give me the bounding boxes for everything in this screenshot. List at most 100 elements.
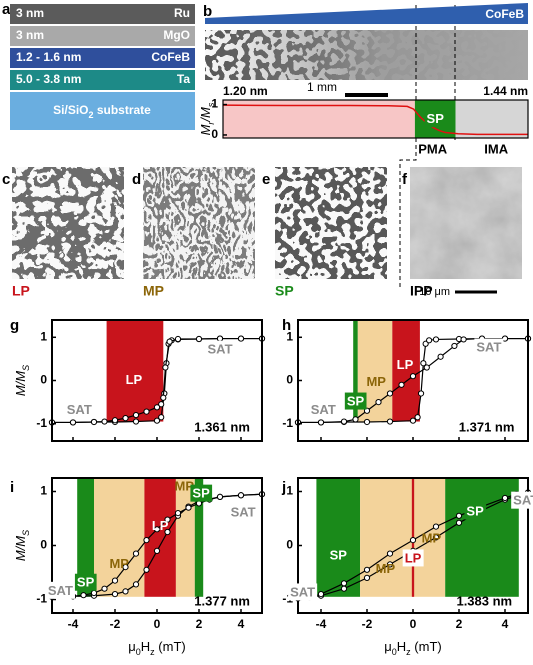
text-part: μ	[128, 639, 136, 654]
image-label: MP	[143, 283, 164, 299]
data-point	[426, 337, 433, 344]
annotation: MP	[422, 530, 442, 545]
data-point	[153, 404, 161, 411]
label: μ0Hz (mT)	[128, 639, 185, 657]
annotation: SP	[347, 394, 365, 409]
layer-material: Ru	[174, 6, 190, 20]
label-background	[205, 340, 235, 358]
subscript: z	[150, 647, 155, 657]
label-background	[190, 484, 213, 502]
data-point	[414, 414, 421, 421]
label: M/MS	[13, 365, 31, 396]
data-point	[153, 417, 161, 424]
text-part: M/M	[13, 536, 28, 561]
annotation: IMA	[484, 141, 508, 156]
data-point	[409, 373, 417, 380]
data-point	[340, 418, 348, 425]
layer	[10, 48, 195, 68]
domain-image	[275, 167, 387, 279]
layer	[10, 70, 195, 90]
layer-material: MgO	[163, 28, 190, 42]
x-tick-label: 0	[410, 617, 417, 631]
y-tick-label: 0	[211, 127, 218, 141]
data-point	[143, 566, 150, 573]
x-tick-label: 2	[456, 617, 463, 631]
annotation: SAT	[48, 583, 73, 598]
label-background	[464, 502, 487, 520]
layer-thickness: 3 nm	[16, 28, 44, 42]
data-point	[317, 591, 325, 598]
region	[94, 479, 145, 597]
data-point	[158, 401, 165, 408]
x-tick-label: 1.44 nm	[483, 84, 528, 98]
data-point	[101, 585, 108, 592]
data-point	[162, 364, 169, 371]
data-point	[437, 353, 444, 360]
annotation: 1.361 nm	[194, 419, 250, 434]
region	[106, 321, 164, 422]
data-point	[166, 338, 173, 345]
annotation: LP	[152, 518, 169, 533]
label-background	[344, 392, 367, 410]
layer-material: Ta	[177, 72, 190, 86]
annotation: MP	[109, 556, 129, 571]
data-point	[432, 534, 440, 541]
label-background	[424, 110, 447, 128]
panel-letter: a	[2, 1, 11, 18]
layer-thickness: 1.2 - 1.6 nm	[16, 50, 81, 64]
data-point	[90, 589, 98, 597]
label: Mr/Ms	[198, 102, 216, 135]
region	[360, 479, 446, 597]
y-tick-label: -1	[36, 592, 47, 606]
data-point	[451, 342, 458, 350]
data-point	[101, 418, 108, 425]
label: μ0Hz (mT)	[384, 639, 441, 657]
layer-thickness: 3 nm	[16, 6, 44, 20]
data-point	[132, 550, 140, 557]
wedge-label: CoFeB	[485, 7, 524, 21]
panel-letter: g	[10, 317, 19, 334]
plot-frame	[222, 99, 529, 139]
panel-letter: f	[402, 171, 408, 188]
wedge	[205, 3, 528, 24]
panel-letter: h	[282, 317, 291, 334]
text-part: /M	[198, 107, 213, 123]
layer	[10, 26, 195, 46]
strip-image	[205, 30, 528, 80]
data-point	[501, 494, 509, 502]
text-part: M	[198, 124, 213, 135]
data-point	[111, 591, 119, 598]
data-point	[409, 417, 417, 424]
panel-letter: c	[2, 171, 10, 188]
data-point	[432, 523, 440, 530]
annotation: SAT	[207, 342, 232, 357]
annotation: SAT	[231, 505, 256, 520]
label-background	[402, 549, 424, 567]
region	[353, 321, 358, 422]
y-tick-label: 1	[286, 329, 293, 343]
data-point	[237, 492, 245, 499]
annotation: SAT	[67, 402, 92, 417]
substrate	[10, 92, 195, 130]
subscript: s	[206, 102, 216, 107]
x-tick-label: -2	[110, 617, 121, 631]
x-tick-label: 4	[502, 617, 509, 631]
scale-label: 10 μm	[419, 286, 450, 298]
data-point	[153, 547, 161, 555]
annotation: SAT	[476, 340, 501, 355]
label: M/MS	[13, 530, 31, 561]
y-tick-label: 0	[286, 373, 293, 387]
y-tick-label: 1	[211, 97, 218, 111]
data-point	[409, 537, 417, 544]
x-tick-label: -4	[68, 617, 79, 631]
annotation: SP	[427, 111, 445, 126]
label-background	[45, 581, 75, 599]
region	[194, 479, 204, 597]
y-tick-label: 1	[40, 484, 47, 498]
data-point	[164, 528, 171, 536]
label-background	[64, 401, 94, 419]
data-point	[111, 417, 119, 424]
data-point	[153, 526, 161, 533]
x-tick-label: 1.20 nm	[223, 84, 268, 98]
